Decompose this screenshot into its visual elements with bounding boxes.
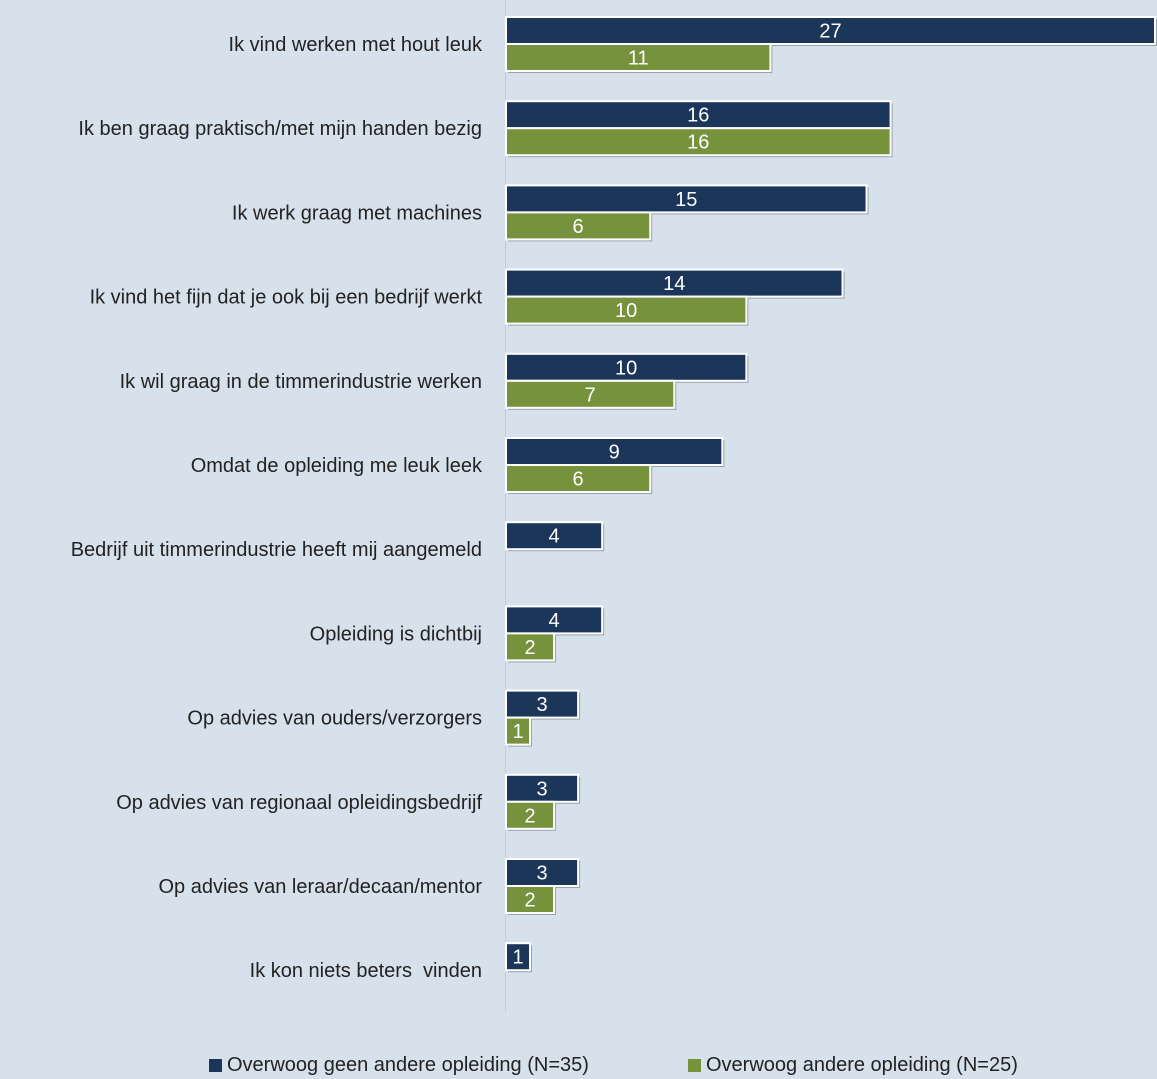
category-label: Ik vind het fijn dat je ook bij een bedr… xyxy=(90,287,483,309)
category-label: Bedrijf uit timmerindustrie heeft mij aa… xyxy=(71,539,482,561)
data-label: 1 xyxy=(512,721,523,743)
bar-series-1 xyxy=(505,16,1156,45)
category-label: Op advies van regionaal opleidingsbedrij… xyxy=(116,792,482,814)
bar-series-1 xyxy=(505,521,604,551)
bar-series-2 xyxy=(505,379,676,409)
category-label: Ik kon niets beters vinden xyxy=(250,960,482,982)
data-label: 14 xyxy=(663,273,685,295)
data-label: 4 xyxy=(549,526,560,548)
category-label: Ik werk graag met machines xyxy=(232,202,482,224)
bar-series-2 xyxy=(505,464,652,493)
data-label: 9 xyxy=(609,442,620,464)
data-label: 3 xyxy=(536,778,547,800)
data-label: 7 xyxy=(585,384,596,406)
bar-series-1 xyxy=(505,605,604,635)
data-label: 1 xyxy=(512,947,523,969)
legend-swatch-series-2 xyxy=(688,1059,701,1072)
bar-series-2 xyxy=(505,43,772,72)
data-label: 11 xyxy=(628,48,649,70)
bar-series-2 xyxy=(505,716,532,746)
data-label: 10 xyxy=(615,300,637,322)
bar-series-1 xyxy=(505,858,580,887)
bar-series-1 xyxy=(505,689,580,719)
bar-series-2 xyxy=(505,295,748,325)
legend-label-series-2: Overwoog andere opleiding (N=25) xyxy=(706,1054,1018,1076)
data-label: 6 xyxy=(573,216,584,238)
data-label: 2 xyxy=(524,805,535,827)
data-label: 16 xyxy=(687,132,709,154)
data-label: 15 xyxy=(675,189,697,211)
data-label: 16 xyxy=(687,105,709,127)
category-label: Op advies van leraar/decaan/mentor xyxy=(158,876,482,898)
bar-series-2 xyxy=(505,800,556,830)
category-label: Opleiding is dichtbij xyxy=(310,623,482,645)
bar-series-2 xyxy=(505,211,652,241)
bar-series-1 xyxy=(505,942,532,972)
legend-swatch-series-1 xyxy=(209,1059,222,1072)
category-label: Op advies van ouders/verzorgers xyxy=(187,708,482,730)
data-label: 6 xyxy=(573,469,584,491)
data-label: 2 xyxy=(524,890,535,912)
legend-item-series-2: Overwoog andere opleiding (N=25) xyxy=(688,1054,1018,1077)
category-label: Omdat de opleiding me leuk leek xyxy=(191,455,483,477)
legend-label-series-1: Overwoog geen andere opleiding (N=35) xyxy=(227,1054,589,1076)
category-label: Ik vind werken met hout leuk xyxy=(229,34,483,56)
data-label: 3 xyxy=(536,863,547,885)
data-label: 3 xyxy=(536,694,547,716)
data-label: 10 xyxy=(615,357,637,379)
category-labels: Ik vind werken met hout leuk Ik ben graag… xyxy=(71,34,483,982)
legend: Overwoog geen andere opleiding (N=35) Ov… xyxy=(0,1054,1157,1078)
category-label: Ik ben graag praktisch/met mijn handen b… xyxy=(78,118,482,140)
data-label: 4 xyxy=(549,610,560,632)
bar-series-2 xyxy=(505,127,892,157)
bar-series-1 xyxy=(505,437,724,466)
category-label: Ik wil graag in de timmerindustrie werke… xyxy=(120,371,482,393)
bar-series-1 xyxy=(505,352,748,382)
data-label: 27 xyxy=(819,21,841,43)
data-label: 2 xyxy=(524,637,535,659)
bar-series-1 xyxy=(505,184,868,214)
bar-series-2 xyxy=(505,885,556,914)
bar-series-2 xyxy=(505,632,556,662)
legend-item-series-1: Overwoog geen andere opleiding (N=35) xyxy=(209,1054,589,1077)
